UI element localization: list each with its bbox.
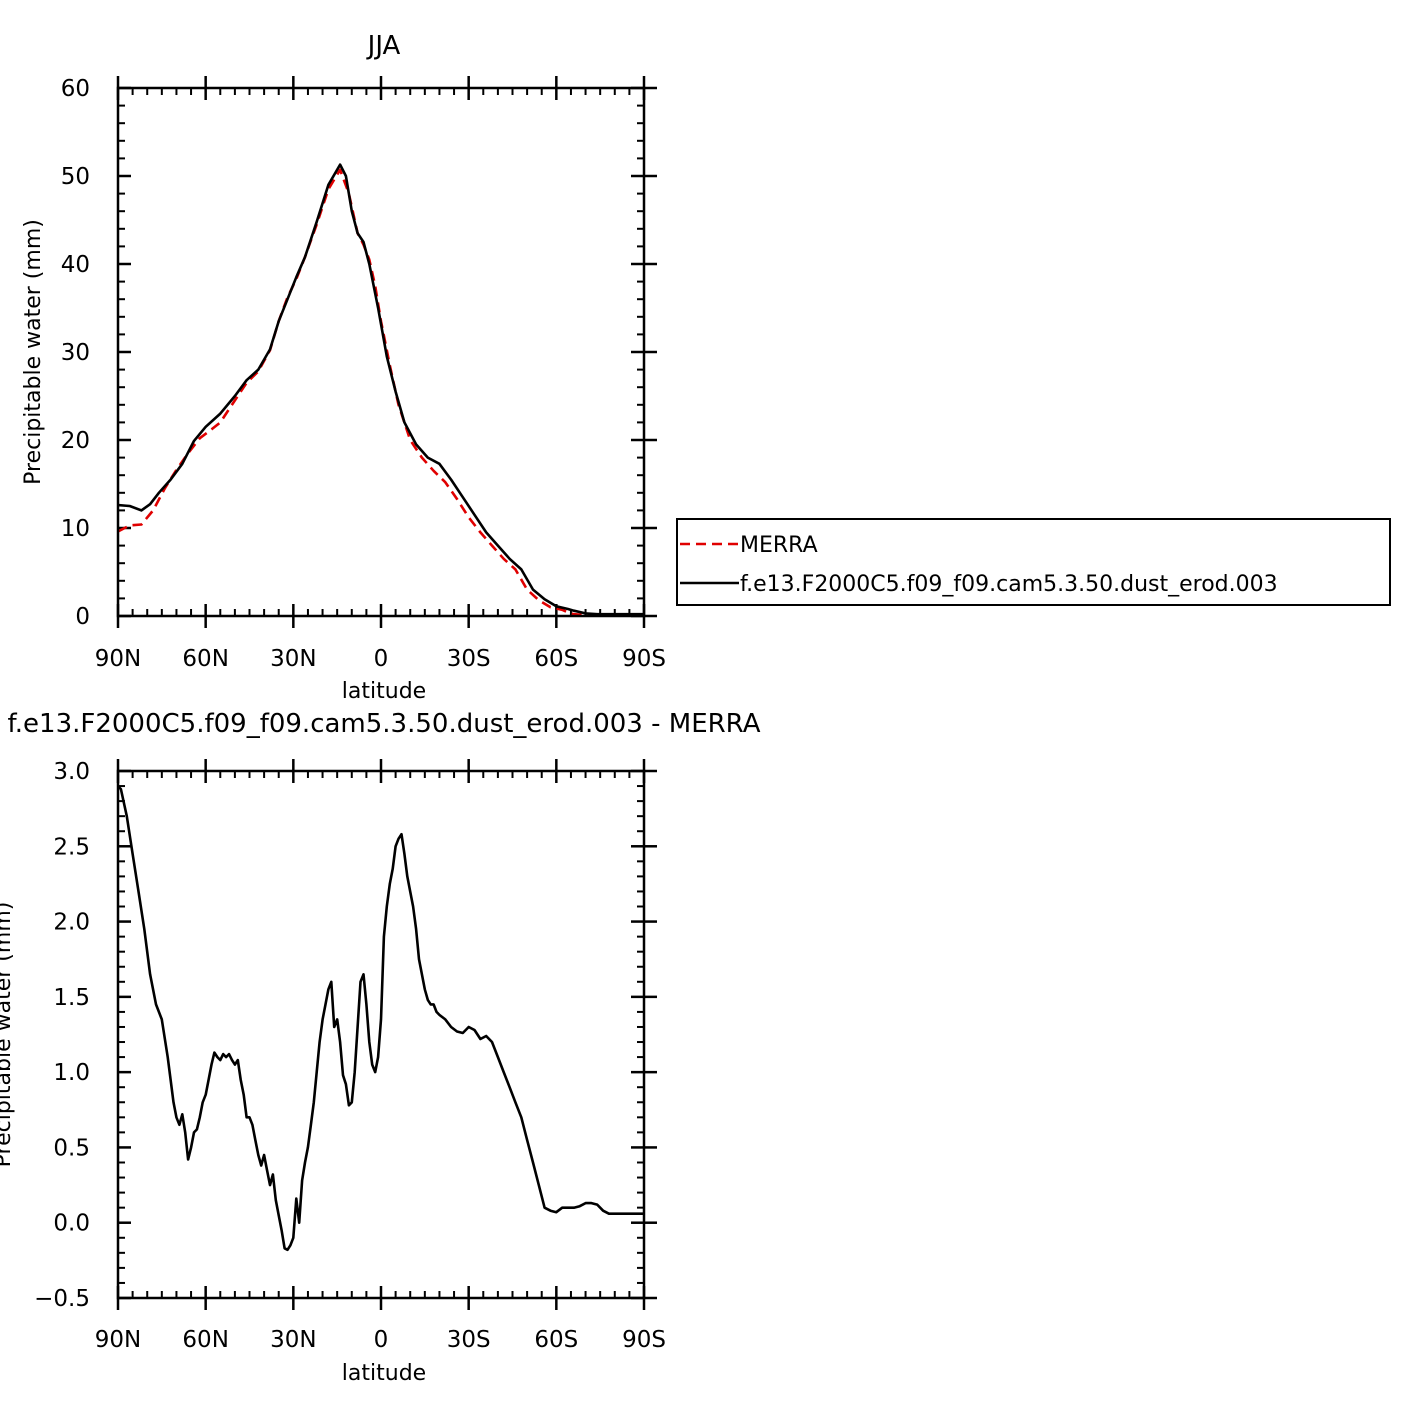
plot-frame bbox=[116, 769, 646, 1300]
x-tick-label: 90S bbox=[622, 1327, 666, 1353]
y-tick-label: 2.5 bbox=[53, 834, 90, 860]
x-tick-label: 30S bbox=[447, 1327, 491, 1353]
y-axis-label: Precipitable water (mm) bbox=[21, 219, 46, 485]
y-tick-label: 10 bbox=[61, 516, 90, 542]
x-tick-label: 90N bbox=[95, 1327, 141, 1353]
y-tick-label: 0.5 bbox=[53, 1135, 90, 1161]
y-tick-label: 20 bbox=[61, 428, 90, 454]
x-axis-label: latitude bbox=[342, 1361, 426, 1386]
y-tick-label: 3.0 bbox=[53, 759, 90, 785]
legend-box bbox=[676, 518, 1391, 606]
y-tick-label: 1.0 bbox=[53, 1060, 90, 1086]
y-tick-label: 50 bbox=[61, 164, 90, 190]
series-line-difference bbox=[118, 785, 644, 1252]
y-tick-label: 60 bbox=[61, 76, 90, 102]
y-tick-label: 0 bbox=[75, 604, 90, 630]
x-tick-label: 90N bbox=[95, 646, 141, 672]
y-tick-label: 30 bbox=[61, 340, 90, 366]
y-tick-label: 2.0 bbox=[53, 910, 90, 936]
x-tick-label: 60N bbox=[182, 1327, 228, 1353]
chart-title: JJA bbox=[366, 31, 401, 61]
x-tick-label: 0 bbox=[374, 646, 389, 672]
series-line-merra bbox=[118, 168, 644, 616]
series-line-f-e13-f2000c5-f09-f09-cam5-3-50-dust-erod-003 bbox=[118, 163, 644, 616]
x-tick-label: 0 bbox=[374, 1327, 389, 1353]
x-tick-label: 30N bbox=[270, 646, 316, 672]
x-tick-label: 60S bbox=[534, 646, 578, 672]
legend-label: f.e13.F2000C5.f09_f09.cam5.3.50.dust_ero… bbox=[740, 572, 1278, 597]
x-tick-label: 90S bbox=[622, 646, 666, 672]
x-tick-label: 60S bbox=[534, 1327, 578, 1353]
chart-title: f.e13.F2000C5.f09_f09.cam5.3.50.dust_ero… bbox=[8, 709, 761, 739]
x-tick-label: 30S bbox=[447, 646, 491, 672]
y-tick-label: 0.0 bbox=[53, 1211, 90, 1237]
y-tick-label: −0.5 bbox=[34, 1286, 90, 1312]
y-tick-label: 40 bbox=[61, 252, 90, 278]
plot-frame bbox=[116, 86, 646, 618]
y-axis-label: Precipitable water (mm) bbox=[0, 902, 16, 1168]
x-tick-label: 60N bbox=[182, 646, 228, 672]
y-tick-label: 1.5 bbox=[53, 985, 90, 1011]
x-tick-label: 30N bbox=[270, 1327, 316, 1353]
x-axis-label: latitude bbox=[342, 679, 426, 704]
legend-label: MERRA bbox=[740, 533, 818, 558]
